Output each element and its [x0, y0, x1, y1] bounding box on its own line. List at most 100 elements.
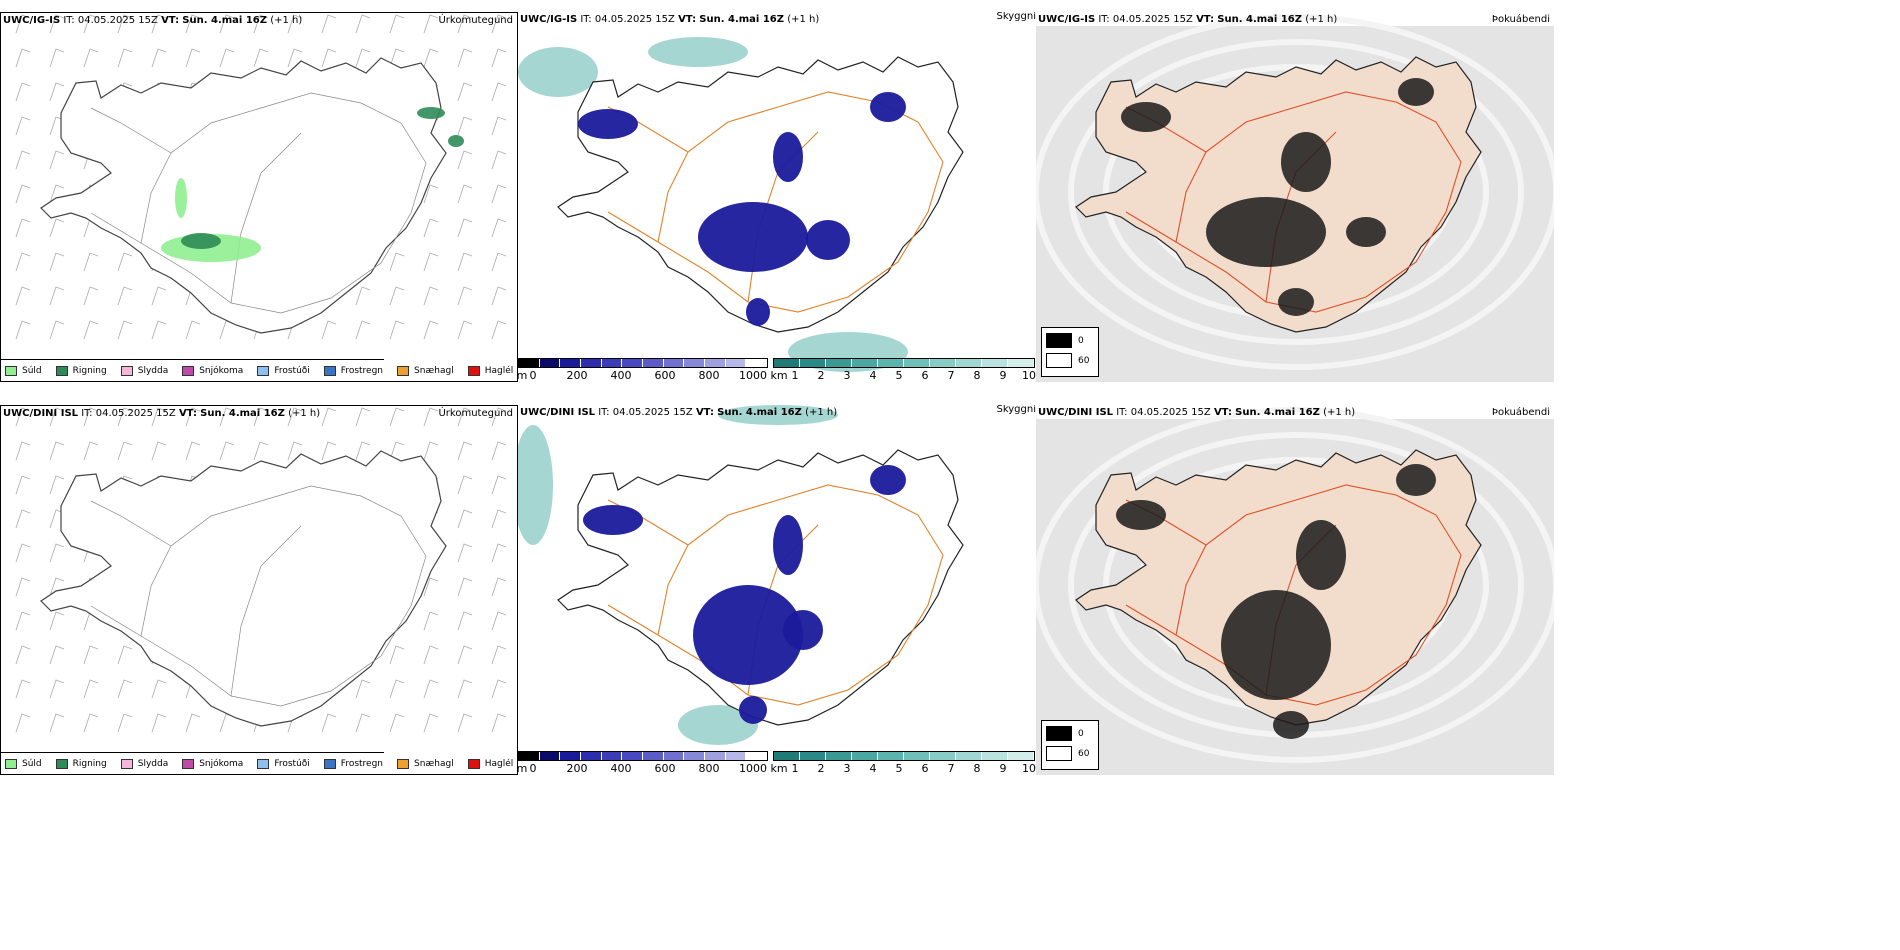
- legend-swatch: [467, 365, 480, 376]
- wind-barb: [457, 184, 473, 204]
- wind-barb: [83, 645, 99, 665]
- wind-barb: [457, 150, 473, 170]
- wind-barb: [423, 577, 439, 597]
- fog-area: [1346, 217, 1386, 247]
- legend-label: Rigning: [72, 365, 107, 376]
- legend-swatch: [120, 365, 133, 376]
- wind-barb: [185, 713, 201, 733]
- wind-barb: [389, 645, 405, 665]
- legend-swatch: [120, 758, 133, 769]
- wind-barb: [423, 713, 439, 733]
- wind-barb: [15, 475, 31, 495]
- wind-barb: [49, 407, 65, 427]
- colorbar-tick: 3: [843, 369, 851, 382]
- legend-swatch: [257, 758, 270, 769]
- fog-area: [1273, 711, 1309, 739]
- legend-label: Slydda: [137, 365, 169, 376]
- colorbar-step: [581, 752, 602, 760]
- wind-barb: [457, 218, 473, 238]
- colorbar-step: [982, 359, 1008, 367]
- precip-title: Úrkomutegund: [438, 408, 513, 419]
- wind-barb: [49, 645, 65, 665]
- wind-barb: [423, 679, 439, 699]
- colorbar-tick: 7: [947, 369, 955, 382]
- precip-legend-item: Frostregn: [323, 758, 384, 769]
- colorbar-ticks: m 0 200 400 600 800 1000: [518, 368, 768, 382]
- wind-barb: [117, 320, 133, 340]
- fog-contour: [1036, 14, 1554, 370]
- wind-barb: [457, 611, 473, 631]
- precip-map: [15, 407, 507, 733]
- fog-legend: 0 60: [1041, 327, 1099, 377]
- wind-barb: [287, 14, 303, 34]
- wind-barb: [83, 14, 99, 34]
- wind-barb: [491, 611, 507, 631]
- colorbar-step: [684, 752, 706, 760]
- cloud-map: 5702767353916165074046535838384042366437…: [518, 37, 964, 372]
- legend-label: Frostregn: [340, 758, 384, 769]
- legend-label: Súld: [22, 365, 42, 376]
- colorbar-step: [519, 359, 540, 367]
- colorbar-step: [539, 359, 561, 367]
- colorbar-step: [878, 359, 904, 367]
- precip-legend-item: Haglél: [467, 758, 514, 769]
- colorbar-step: [774, 359, 800, 367]
- wind-barb: [457, 286, 473, 306]
- wind-barb: [151, 679, 167, 699]
- cloud-base-area: [870, 92, 906, 122]
- wind-barb: [389, 679, 405, 699]
- wind-barb: [117, 679, 133, 699]
- wind-barb: [491, 218, 507, 238]
- fog-area: [1206, 197, 1326, 267]
- wind-barb: [151, 407, 167, 427]
- wind-barb: [117, 407, 133, 427]
- wind-barb: [355, 286, 371, 306]
- wind-barb: [15, 441, 31, 461]
- wind-barb: [15, 320, 31, 340]
- colorbar-step: [1008, 359, 1034, 367]
- precip-area: [175, 178, 187, 218]
- legend-label: Haglél: [484, 758, 514, 769]
- wind-barb: [15, 679, 31, 699]
- legend-label: 60: [1078, 748, 1090, 759]
- wind-barb: [491, 48, 507, 68]
- wind-barb: [219, 441, 235, 461]
- fog-area: [1396, 464, 1436, 496]
- wind-barb: [15, 543, 31, 563]
- wind-barb: [287, 407, 303, 427]
- colorbar-tick: 8: [973, 369, 981, 382]
- precip-area: [417, 107, 445, 119]
- colorbar-tick: 9: [999, 369, 1007, 382]
- precip-legend-item: Súld: [5, 758, 42, 769]
- colorbar-step: [800, 752, 826, 760]
- wind-barb: [491, 150, 507, 170]
- wind-barb: [423, 441, 439, 461]
- colorbar-tick: 2: [817, 369, 825, 382]
- colorbar-step: [622, 752, 644, 760]
- fog-area: [1278, 288, 1314, 316]
- wind-barb: [389, 713, 405, 733]
- wind-barb: [219, 320, 235, 340]
- cloud-base-area: [773, 132, 803, 182]
- wind-barb: [457, 645, 473, 665]
- legend-swatch: [1046, 726, 1072, 741]
- legend-swatch: [182, 365, 195, 376]
- wind-barb: [457, 407, 473, 427]
- wind-barb: [219, 713, 235, 733]
- colorbar-step: [622, 359, 644, 367]
- wind-barb: [83, 407, 99, 427]
- colorbar-step: [982, 752, 1008, 760]
- wind-barb: [321, 441, 337, 461]
- cloud-header: UWC/IG-IS IT: 04.05.2025 15Z VT: Sun. 4.…: [520, 14, 820, 25]
- colorbar-step: [746, 752, 768, 760]
- cloud-base-area: [746, 298, 770, 326]
- wind-barb: [15, 48, 31, 68]
- wind-barb: [83, 441, 99, 461]
- wind-barb: [117, 645, 133, 665]
- colorbar-tick: 800: [698, 369, 720, 382]
- wind-barb: [15, 286, 31, 306]
- fog-index-panel: UWC/IG-IS IT: 04.05.2025 15Z VT: Sun. 4.…: [1036, 12, 1554, 382]
- wind-barb: [83, 679, 99, 699]
- fog-contour: [1036, 407, 1554, 763]
- colorbar-step: [519, 752, 540, 760]
